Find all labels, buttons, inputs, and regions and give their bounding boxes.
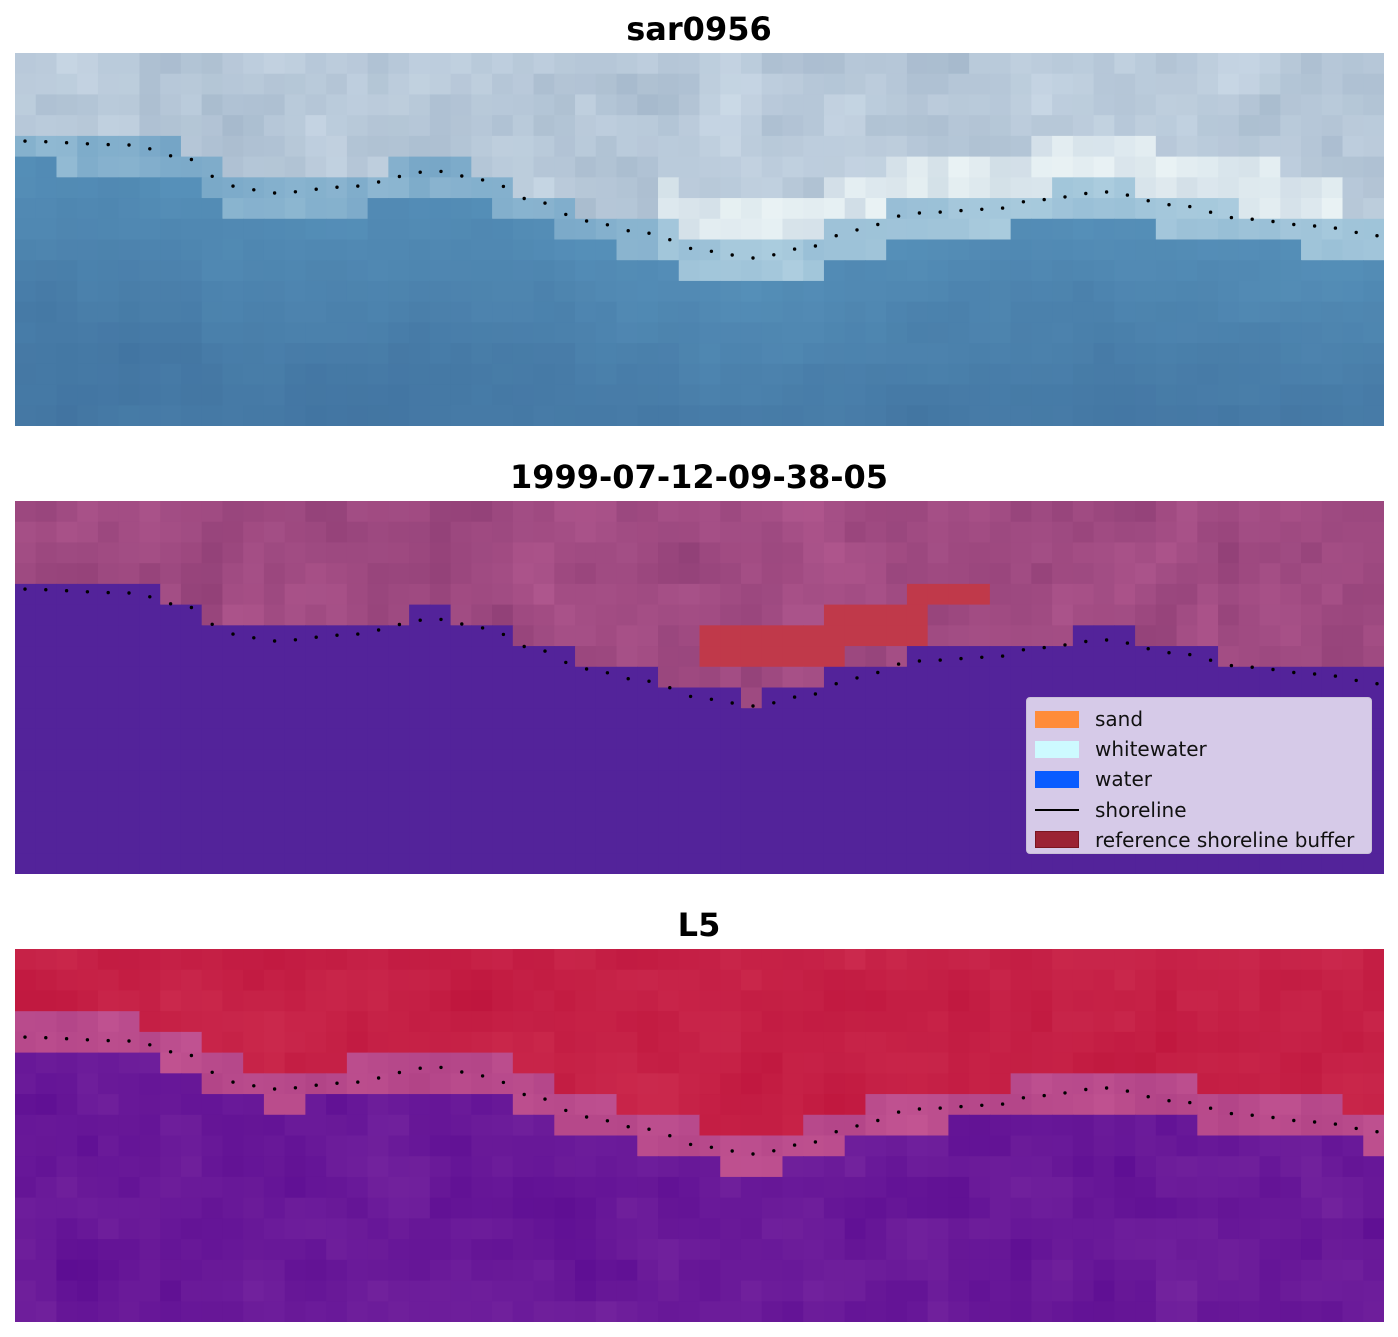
legend-swatch-water — [1035, 770, 1079, 788]
legend-swatch-sand — [1035, 710, 1079, 728]
rgb-image-pixels — [15, 53, 1384, 426]
legend-item-sand: sand — [1035, 704, 1363, 734]
index-image-panel — [15, 949, 1384, 1322]
legend-swatch-shoreline — [1035, 808, 1079, 811]
legend-item-buffer: reference shoreline buffer — [1035, 825, 1363, 855]
legend-label-shoreline: shoreline — [1095, 797, 1187, 822]
legend-label-whitewater: whitewater — [1095, 737, 1207, 762]
shoreline-dots-3 — [23, 1035, 1379, 1156]
legend-label-water: water — [1095, 767, 1152, 792]
index-image — [15, 949, 1384, 1322]
legend-label-sand: sand — [1095, 707, 1144, 732]
rgb-image-panel — [15, 53, 1384, 426]
legend-swatch-buffer — [1035, 831, 1079, 849]
legend-item-water: water — [1035, 764, 1363, 794]
legend-item-whitewater: whitewater — [1035, 734, 1363, 764]
panel-title-2: 1999-07-12-09-38-05 — [509, 458, 889, 496]
index-image-pixels — [15, 949, 1384, 1322]
legend-item-shoreline: shoreline — [1035, 795, 1363, 825]
legend-label-buffer: reference shoreline buffer — [1095, 827, 1355, 852]
shoreline-dots-1 — [23, 139, 1379, 260]
legend: sand whitewater water shoreline referenc… — [1026, 697, 1372, 854]
panel-title-1: sar0956 — [626, 10, 772, 48]
shoreline-dots-2 — [23, 587, 1379, 708]
legend-swatch-whitewater — [1035, 740, 1079, 758]
panel-title-3: L5 — [677, 906, 721, 944]
rgb-image — [15, 53, 1384, 426]
